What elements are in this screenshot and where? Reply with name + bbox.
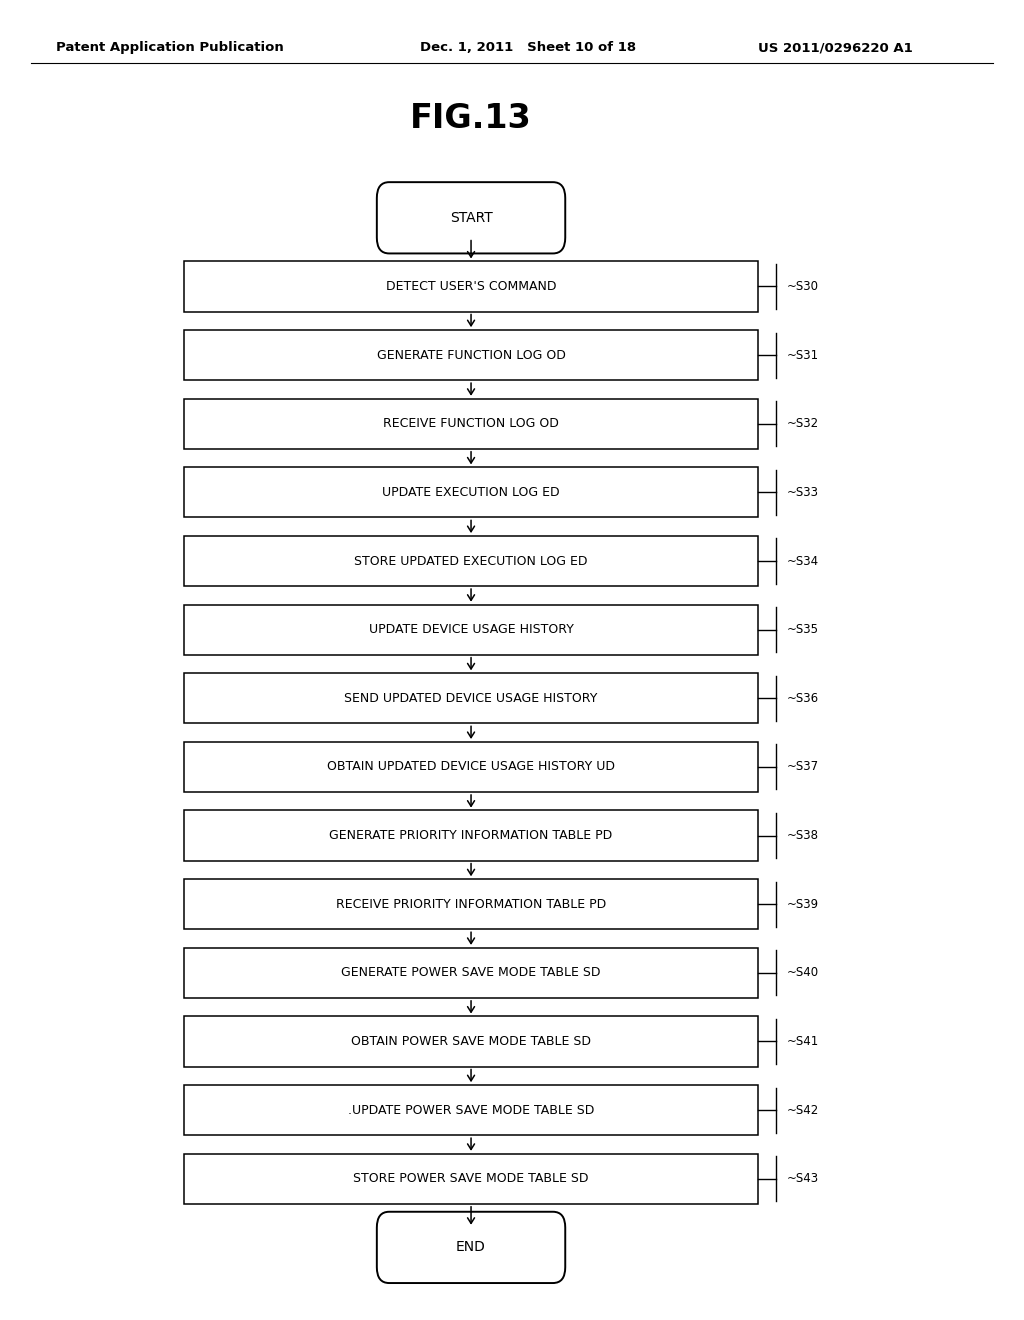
Text: RECEIVE PRIORITY INFORMATION TABLE PD: RECEIVE PRIORITY INFORMATION TABLE PD [336, 898, 606, 911]
Text: GENERATE POWER SAVE MODE TABLE SD: GENERATE POWER SAVE MODE TABLE SD [341, 966, 601, 979]
Bar [184, 1154, 758, 1204]
Text: ~S30: ~S30 [786, 280, 818, 293]
Bar [184, 1085, 758, 1135]
Text: ~S37: ~S37 [786, 760, 818, 774]
Text: ~S32: ~S32 [786, 417, 818, 430]
Bar [184, 1016, 758, 1067]
Text: SEND UPDATED DEVICE USAGE HISTORY: SEND UPDATED DEVICE USAGE HISTORY [344, 692, 598, 705]
Bar [184, 810, 758, 861]
Text: ~S35: ~S35 [786, 623, 818, 636]
Bar [184, 879, 758, 929]
Bar [184, 467, 758, 517]
Text: OBTAIN POWER SAVE MODE TABLE SD: OBTAIN POWER SAVE MODE TABLE SD [351, 1035, 591, 1048]
Bar [184, 330, 758, 380]
Bar [184, 605, 758, 655]
Text: GENERATE FUNCTION LOG OD: GENERATE FUNCTION LOG OD [377, 348, 565, 362]
Text: ~S39: ~S39 [786, 898, 818, 911]
Bar [184, 742, 758, 792]
Text: ~S38: ~S38 [786, 829, 818, 842]
Text: UPDATE DEVICE USAGE HISTORY: UPDATE DEVICE USAGE HISTORY [369, 623, 573, 636]
Bar [184, 673, 758, 723]
Bar [184, 399, 758, 449]
FancyBboxPatch shape [377, 182, 565, 253]
FancyBboxPatch shape [377, 1212, 565, 1283]
Text: Dec. 1, 2011   Sheet 10 of 18: Dec. 1, 2011 Sheet 10 of 18 [420, 41, 636, 54]
Text: Patent Application Publication: Patent Application Publication [56, 41, 284, 54]
Bar [184, 536, 758, 586]
Text: STORE POWER SAVE MODE TABLE SD: STORE POWER SAVE MODE TABLE SD [353, 1172, 589, 1185]
Text: .UPDATE POWER SAVE MODE TABLE SD: .UPDATE POWER SAVE MODE TABLE SD [348, 1104, 594, 1117]
Text: RECEIVE FUNCTION LOG OD: RECEIVE FUNCTION LOG OD [383, 417, 559, 430]
Text: DETECT USER'S COMMAND: DETECT USER'S COMMAND [386, 280, 556, 293]
Text: US 2011/0296220 A1: US 2011/0296220 A1 [758, 41, 912, 54]
Text: UPDATE EXECUTION LOG ED: UPDATE EXECUTION LOG ED [382, 486, 560, 499]
Bar [184, 948, 758, 998]
Text: ~S33: ~S33 [786, 486, 818, 499]
Text: GENERATE PRIORITY INFORMATION TABLE PD: GENERATE PRIORITY INFORMATION TABLE PD [330, 829, 612, 842]
Text: ~S40: ~S40 [786, 966, 818, 979]
Text: ~S36: ~S36 [786, 692, 818, 705]
Text: STORE UPDATED EXECUTION LOG ED: STORE UPDATED EXECUTION LOG ED [354, 554, 588, 568]
Text: FIG.13: FIG.13 [411, 103, 531, 135]
Text: OBTAIN UPDATED DEVICE USAGE HISTORY UD: OBTAIN UPDATED DEVICE USAGE HISTORY UD [327, 760, 615, 774]
Text: END: END [456, 1241, 486, 1254]
Text: ~S41: ~S41 [786, 1035, 818, 1048]
Text: ~S43: ~S43 [786, 1172, 818, 1185]
Text: ~S31: ~S31 [786, 348, 818, 362]
Bar [184, 261, 758, 312]
Text: ~S34: ~S34 [786, 554, 818, 568]
Text: ~S42: ~S42 [786, 1104, 818, 1117]
Text: START: START [450, 211, 493, 224]
